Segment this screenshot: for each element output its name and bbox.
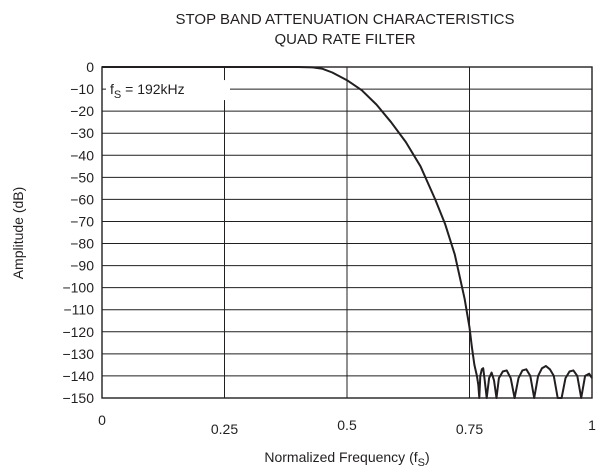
y-tick-labels: 0 −10 −20 −30 −40 −50 −60 −70 −80 −90 −100 −110 −120… xyxy=(62,59,94,406)
y-tick-label: −80 xyxy=(70,236,94,252)
annotation-text: fS = 192kHz xyxy=(110,81,185,101)
y-tick-label: 0 xyxy=(86,59,94,75)
x-tick-labels: 0 0.25 0.5 0.75 1 xyxy=(98,412,596,437)
annotation-main: f xyxy=(110,81,114,97)
plot-frame xyxy=(101,66,593,399)
y-axis-label: Amplitude (dB) xyxy=(10,187,26,280)
y-tick-label: −150 xyxy=(62,390,94,406)
annotation: fS = 192kHz xyxy=(106,80,230,101)
annotation-rest: = 192kHz xyxy=(121,81,184,97)
annotation-background xyxy=(106,80,230,101)
y-tick-label: −20 xyxy=(70,103,94,119)
y-tick-label: −70 xyxy=(70,213,94,229)
x-axis-label: Normalized Frequency (fS) xyxy=(264,449,429,469)
chart-title: STOP BAND ATTENUATION CHARACTERISTICS xyxy=(176,11,515,28)
y-tick-label: −10 xyxy=(70,81,94,97)
y-tick-label: −90 xyxy=(70,258,94,274)
series-line xyxy=(102,66,593,399)
y-tick-label: −40 xyxy=(70,147,94,163)
y-tick-label: −60 xyxy=(70,191,94,207)
x-axis-label-suffix: ) xyxy=(425,449,430,465)
annotation-sub: S xyxy=(114,89,121,101)
x-tick-label: 0.5 xyxy=(337,417,357,433)
y-tick-label: −30 xyxy=(70,125,94,141)
x-tick-label: 0 xyxy=(98,412,106,428)
x-tick-label: 0.25 xyxy=(211,421,238,437)
y-tick-label: −50 xyxy=(70,169,94,185)
y-tick-label: −120 xyxy=(62,324,94,340)
x-tick-label: 1 xyxy=(588,417,596,433)
y-tick-label: −110 xyxy=(64,302,95,318)
y-tick-label: −140 xyxy=(62,368,94,384)
x-tick-label: 0.75 xyxy=(456,421,483,437)
y-tick-label: −130 xyxy=(62,346,94,362)
x-axis-label-main: Normalized Frequency (f xyxy=(264,449,417,465)
grid-lines xyxy=(102,67,592,398)
chart-subtitle: QUAD RATE FILTER xyxy=(274,31,415,48)
y-tick-label: −100 xyxy=(62,280,94,296)
x-axis-label-sub: S xyxy=(418,457,425,469)
